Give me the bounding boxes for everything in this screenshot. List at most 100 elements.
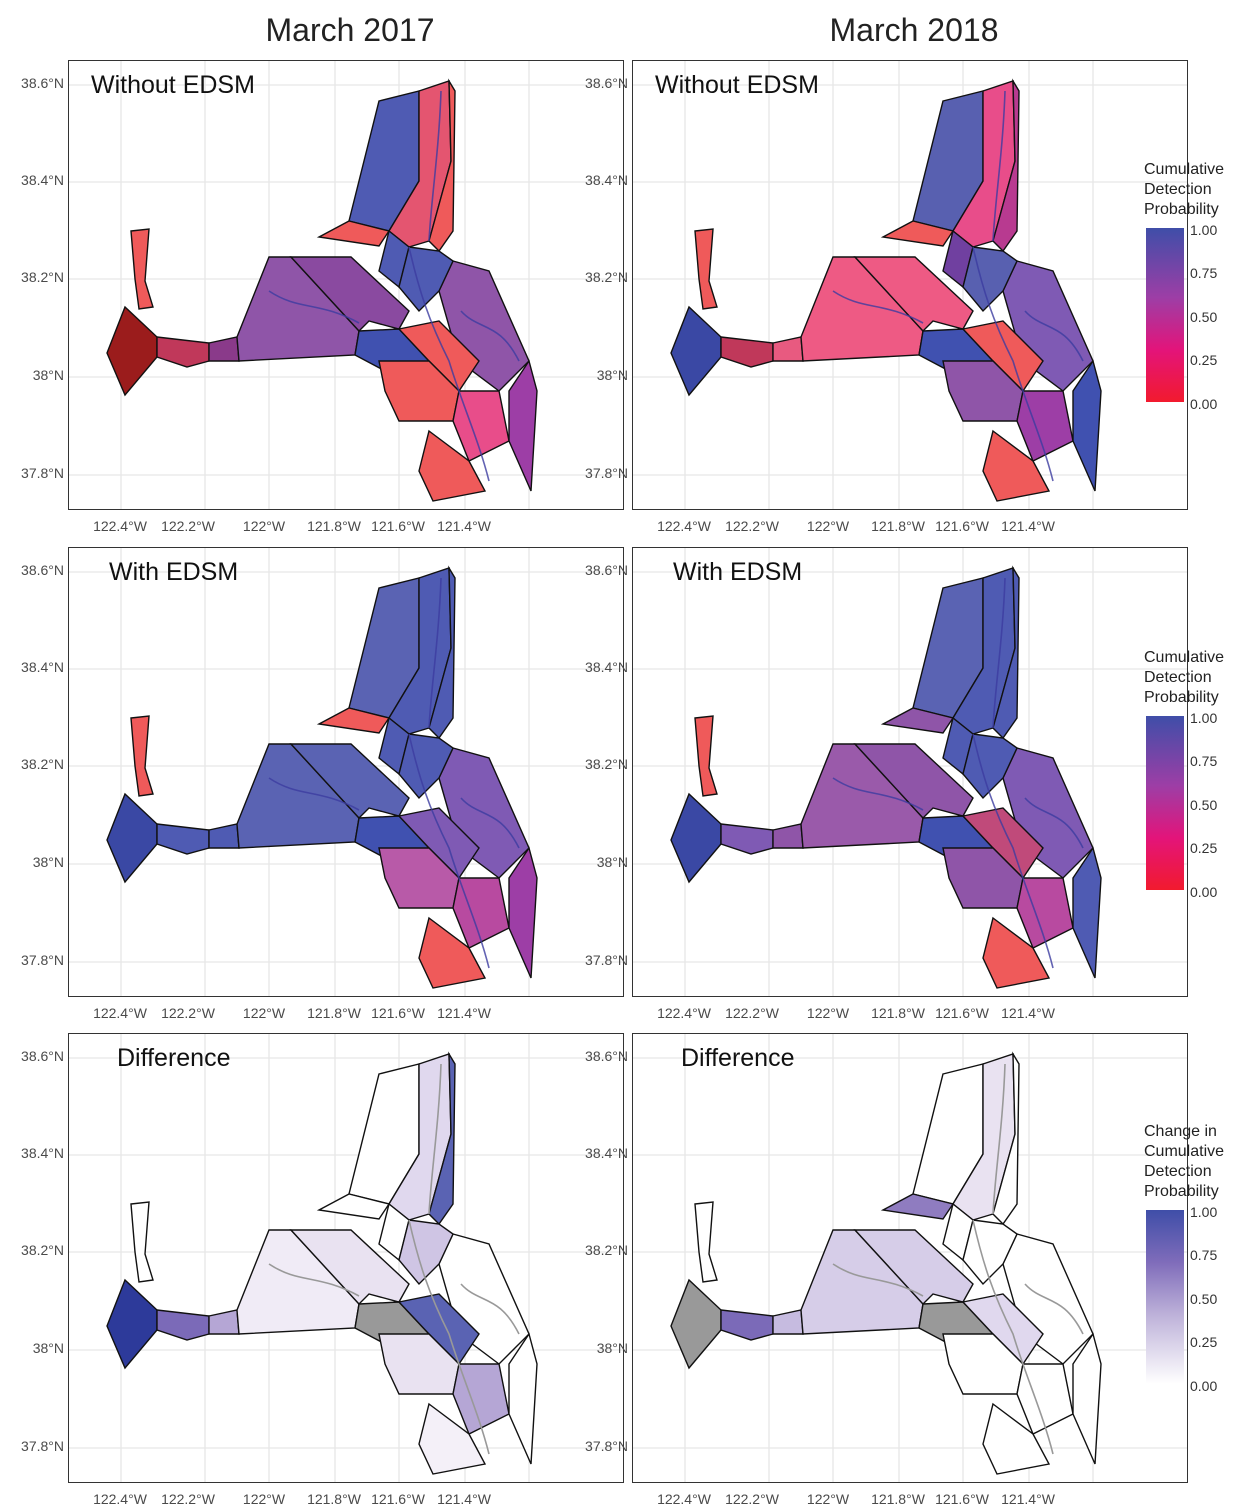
y-tick-label: 37.8°N <box>585 465 628 481</box>
legend-tick-label: 0.00 <box>1190 1378 1218 1394</box>
y-tick-label: 38.2°N <box>21 756 64 772</box>
panel-label: With EDSM <box>109 558 239 586</box>
map-panel: Difference <box>632 1033 1188 1483</box>
region-south-central <box>452 877 510 949</box>
y-tick-label: 37.8°N <box>21 465 64 481</box>
x-tick-label: 122°W <box>806 518 850 534</box>
region-south-delta <box>418 1402 487 1475</box>
river-channel <box>428 577 442 729</box>
y-tick-label: 38.4°N <box>21 659 64 675</box>
legend-title: Cumulative Detection Probability <box>1144 160 1247 220</box>
x-tick-label: 121.6°W <box>371 518 425 534</box>
legend-tick-label: 1.00 <box>1190 222 1218 238</box>
map-panel: Without EDSM <box>68 60 624 510</box>
region-yolo-west <box>880 707 955 734</box>
y-tick-label: 38.4°N <box>21 1145 64 1161</box>
region-south-central <box>1016 390 1074 462</box>
map-panel: Without EDSM <box>632 60 1188 510</box>
x-tick-label: 121.6°W <box>935 1005 989 1021</box>
region-south-central <box>1016 877 1074 949</box>
region-sj-river <box>508 359 538 492</box>
y-tick-label: 37.8°N <box>21 952 64 968</box>
x-tick-label: 122.2°W <box>725 518 779 534</box>
river-channel <box>1024 797 1084 849</box>
region-yolo-west <box>316 1193 391 1220</box>
region-napa-arm <box>694 228 718 310</box>
legend-title: Cumulative Detection Probability <box>1144 648 1247 708</box>
y-tick-label: 38.6°N <box>21 75 64 91</box>
river-channel <box>460 797 520 849</box>
river-channel <box>408 733 490 969</box>
panel-label: Difference <box>681 1044 795 1072</box>
region-west-delta-bay <box>106 792 158 884</box>
region-yolo-west <box>316 707 391 734</box>
x-tick-label: 122.4°W <box>93 518 147 534</box>
y-tick-label: 38.4°N <box>585 172 628 188</box>
map-svg <box>69 61 623 509</box>
map-panel: Difference <box>68 1033 624 1483</box>
x-tick-label: 121.8°W <box>871 518 925 534</box>
legend-with-edsm: Cumulative Detection Probability 1.00 0.… <box>1144 648 1247 900</box>
x-tick-label: 122.4°W <box>657 518 711 534</box>
river-channel <box>972 1219 1054 1455</box>
region-south-central <box>1016 1363 1074 1435</box>
panel-label: Without EDSM <box>655 71 819 99</box>
x-tick-label: 122°W <box>806 1005 850 1021</box>
region-napa-arm <box>130 1201 154 1283</box>
river-channel <box>268 777 360 811</box>
legend-tick-label: 0.50 <box>1190 797 1218 813</box>
river-channel <box>832 290 924 324</box>
y-tick-label: 38.6°N <box>21 562 64 578</box>
region-south-central <box>452 390 510 462</box>
legend-title-line: Detection <box>1144 1163 1212 1180</box>
region-carquinez <box>156 1309 210 1341</box>
region-suisun-west <box>772 823 804 849</box>
region-napa-arm <box>694 715 718 797</box>
map-svg <box>69 1034 623 1482</box>
region-carquinez <box>720 336 774 368</box>
y-tick-label: 38°N <box>596 367 628 383</box>
region-napa-arm <box>130 715 154 797</box>
legend-title-line: Detection <box>1144 669 1212 686</box>
river-channel <box>268 1263 360 1297</box>
panel-label: Without EDSM <box>91 71 255 99</box>
map-svg <box>633 548 1187 996</box>
y-tick-label: 38°N <box>32 1340 64 1356</box>
y-tick-label: 38.2°N <box>21 1242 64 1258</box>
region-west-delta-bay <box>670 305 722 397</box>
y-tick-label: 37.8°N <box>21 1438 64 1454</box>
region-yolo-west <box>880 220 955 247</box>
legend-title-line: Detection <box>1144 181 1212 198</box>
region-yolo-west <box>880 1193 955 1220</box>
x-tick-label: 122.4°W <box>657 1005 711 1021</box>
legend-tick-label: 0.75 <box>1190 265 1218 281</box>
region-napa-arm <box>694 1201 718 1283</box>
map-panel: With EDSM <box>68 547 624 997</box>
panel-label: With EDSM <box>673 558 803 586</box>
region-suisun-west <box>208 336 240 362</box>
legend-tick-label: 0.50 <box>1190 1291 1218 1307</box>
y-tick-label: 38°N <box>596 854 628 870</box>
river-channel <box>408 246 490 482</box>
x-tick-label: 122.2°W <box>725 1005 779 1021</box>
region-carquinez <box>720 1309 774 1341</box>
region-south-delta <box>982 1402 1051 1475</box>
legend-tick-label: 0.75 <box>1190 1247 1218 1263</box>
y-tick-label: 38.4°N <box>21 172 64 188</box>
legend-colorbar <box>1146 716 1184 890</box>
legend-title: Change in Cumulative Detection Probabili… <box>1144 1122 1247 1202</box>
x-tick-label: 121.4°W <box>437 1491 491 1507</box>
x-tick-label: 121.4°W <box>437 1005 491 1021</box>
map-svg <box>633 1034 1187 1482</box>
river-channel <box>972 246 1054 482</box>
x-tick-label: 122°W <box>806 1491 850 1507</box>
legend-title-line: Probability <box>1144 689 1219 706</box>
x-tick-label: 121.6°W <box>935 518 989 534</box>
legend-title-line: Probability <box>1144 201 1219 218</box>
legend-title-line: Cumulative <box>1144 1143 1225 1160</box>
x-tick-label: 122.2°W <box>161 1005 215 1021</box>
x-tick-label: 122°W <box>242 1005 286 1021</box>
legend-difference: Change in Cumulative Detection Probabili… <box>1144 1122 1247 1402</box>
legend-tick-label: 1.00 <box>1190 1204 1218 1220</box>
legend-tick-label: 0.25 <box>1190 352 1218 368</box>
